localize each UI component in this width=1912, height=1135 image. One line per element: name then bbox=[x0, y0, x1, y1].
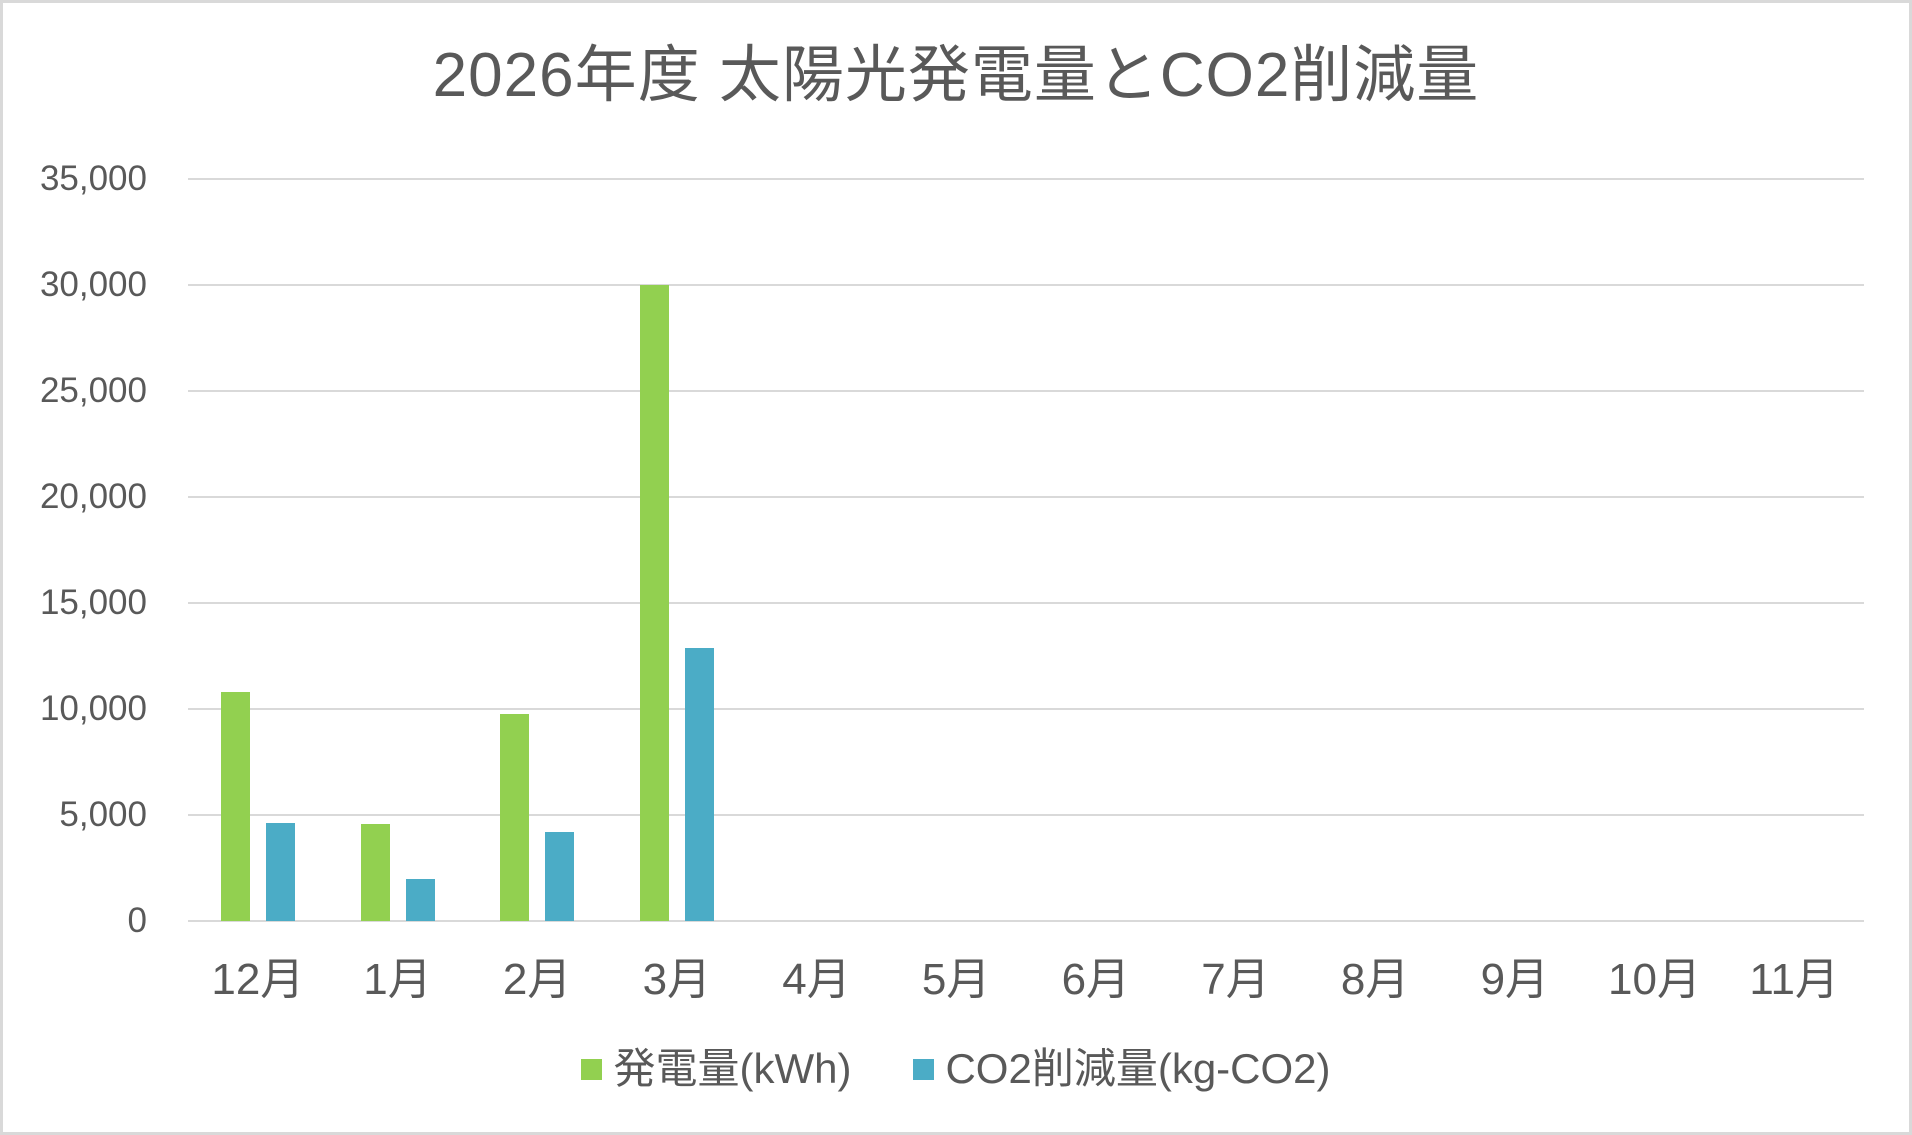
gridline bbox=[188, 284, 1864, 286]
y-axis-tick-label: 20,000 bbox=[39, 477, 147, 516]
bar-co2 bbox=[405, 879, 435, 921]
x-axis-category-label: 11月 bbox=[1749, 955, 1839, 1004]
gridline bbox=[188, 814, 1864, 816]
x-axis-category-label: 4月 bbox=[782, 955, 851, 1004]
legend-label-co2: CO2削減量(kg-CO2) bbox=[945, 1045, 1331, 1092]
x-axis-category-label: 9月 bbox=[1480, 955, 1550, 1004]
bar-generation bbox=[360, 824, 390, 921]
gridline bbox=[188, 178, 1864, 180]
bar-generation bbox=[500, 714, 530, 921]
chart-title: 2026年度 太陽光発電量とCO2削減量 bbox=[432, 41, 1480, 110]
gridline bbox=[188, 708, 1864, 710]
x-axis-category-label: 1月 bbox=[363, 955, 432, 1004]
y-axis-tick-label: 0 bbox=[127, 901, 147, 940]
bar-generation bbox=[220, 692, 250, 921]
y-axis-tick-label: 30,000 bbox=[39, 265, 147, 304]
x-axis-category-label: 6月 bbox=[1061, 955, 1131, 1004]
legend: 発電量(kWh) CO2削減量(kg-CO2) bbox=[3, 1045, 1909, 1093]
gridline bbox=[188, 390, 1864, 392]
legend-item-generation: 発電量(kWh) bbox=[581, 1045, 851, 1093]
bar-generation bbox=[639, 285, 669, 921]
y-axis-tick-label: 5,000 bbox=[59, 795, 147, 834]
x-axis-category-label: 3月 bbox=[642, 955, 712, 1004]
bar-co2 bbox=[545, 832, 575, 921]
legend-swatch-generation bbox=[581, 1058, 603, 1080]
y-axis-tick-label: 10,000 bbox=[39, 689, 147, 728]
x-axis-category-label: 10月 bbox=[1608, 955, 1701, 1004]
bar-co2 bbox=[265, 822, 295, 921]
plot-area bbox=[188, 178, 1864, 922]
x-axis-category-label: 12月 bbox=[211, 955, 305, 1004]
legend-swatch-co2 bbox=[913, 1058, 935, 1080]
x-axis-category-label: 2月 bbox=[502, 955, 572, 1004]
y-axis-tick-label: 15,000 bbox=[39, 583, 147, 622]
y-axis-tick-label: 35,000 bbox=[39, 159, 147, 198]
legend-label-generation: 発電量(kWh) bbox=[613, 1045, 852, 1092]
x-axis-category-label: 7月 bbox=[1201, 955, 1270, 1004]
bar-co2 bbox=[684, 647, 714, 921]
gridline bbox=[188, 496, 1864, 498]
gridline bbox=[188, 920, 1864, 922]
legend-item-co2: CO2削減量(kg-CO2) bbox=[913, 1045, 1331, 1093]
y-axis-tick-label: 25,000 bbox=[39, 371, 147, 410]
gridline bbox=[188, 602, 1864, 604]
x-axis-category-label: 8月 bbox=[1340, 955, 1410, 1004]
x-axis-category-label: 5月 bbox=[921, 955, 991, 1004]
